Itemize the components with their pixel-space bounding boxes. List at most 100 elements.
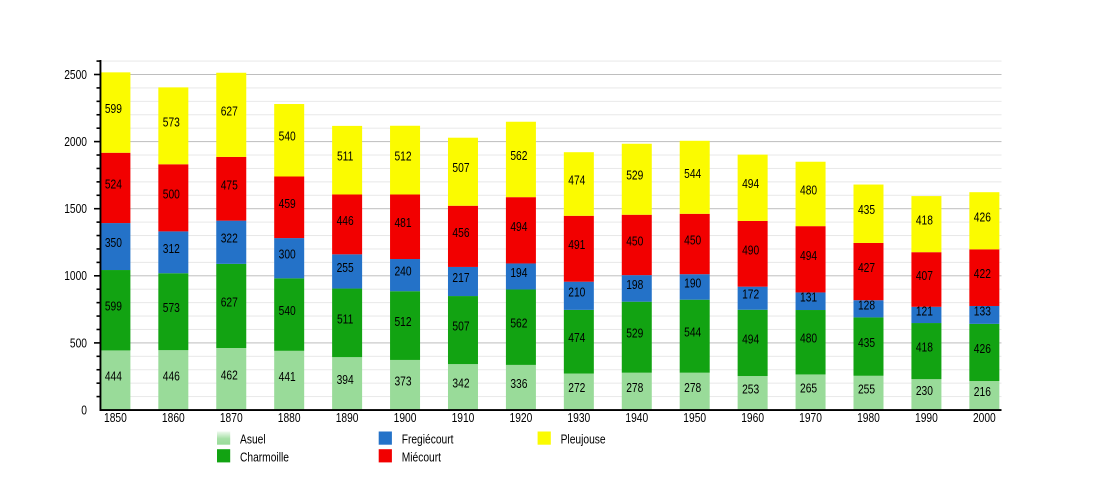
svg-text:407: 407 <box>916 270 933 283</box>
svg-text:494: 494 <box>742 334 760 347</box>
svg-text:1880: 1880 <box>278 412 301 425</box>
svg-text:494: 494 <box>742 178 760 191</box>
svg-text:426: 426 <box>974 211 991 224</box>
svg-text:512: 512 <box>394 151 411 164</box>
svg-text:217: 217 <box>452 272 469 285</box>
svg-text:210: 210 <box>568 286 585 299</box>
svg-text:474: 474 <box>568 332 586 345</box>
svg-text:446: 446 <box>163 371 180 384</box>
svg-text:2000: 2000 <box>64 136 87 149</box>
svg-text:373: 373 <box>394 376 411 389</box>
svg-text:1930: 1930 <box>567 412 590 425</box>
svg-text:1890: 1890 <box>336 412 359 425</box>
svg-text:540: 540 <box>279 305 296 318</box>
svg-text:494: 494 <box>510 221 528 234</box>
svg-text:Miécourt: Miécourt <box>402 452 442 465</box>
svg-text:418: 418 <box>916 342 933 355</box>
svg-text:599: 599 <box>105 103 122 116</box>
svg-text:481: 481 <box>394 217 411 230</box>
svg-text:474: 474 <box>568 175 586 188</box>
svg-text:573: 573 <box>163 302 180 315</box>
svg-text:462: 462 <box>221 370 238 383</box>
svg-text:133: 133 <box>974 306 991 319</box>
svg-text:627: 627 <box>221 297 238 310</box>
svg-text:480: 480 <box>800 333 817 346</box>
svg-text:422: 422 <box>974 268 991 281</box>
svg-text:435: 435 <box>858 337 875 350</box>
svg-text:1860: 1860 <box>162 412 185 425</box>
svg-text:524: 524 <box>105 179 123 192</box>
svg-text:172: 172 <box>742 289 759 302</box>
svg-text:562: 562 <box>510 318 527 331</box>
svg-text:198: 198 <box>626 279 643 292</box>
svg-text:2000: 2000 <box>973 412 996 425</box>
svg-text:459: 459 <box>279 198 296 211</box>
svg-text:511: 511 <box>337 313 353 326</box>
svg-text:Charmoille: Charmoille <box>240 452 289 465</box>
svg-text:278: 278 <box>684 382 701 395</box>
svg-text:121: 121 <box>916 306 933 319</box>
svg-text:544: 544 <box>684 168 702 181</box>
svg-text:512: 512 <box>394 316 411 329</box>
svg-text:480: 480 <box>800 185 817 198</box>
svg-text:418: 418 <box>916 215 933 228</box>
svg-text:190: 190 <box>684 278 701 291</box>
svg-text:240: 240 <box>394 266 411 279</box>
svg-text:1500: 1500 <box>64 203 87 216</box>
svg-text:1850: 1850 <box>104 412 127 425</box>
svg-text:Pleujouse: Pleujouse <box>561 434 606 447</box>
svg-text:342: 342 <box>452 378 469 391</box>
svg-text:1990: 1990 <box>915 412 938 425</box>
svg-text:441: 441 <box>279 371 296 384</box>
svg-text:230: 230 <box>916 385 933 398</box>
svg-text:1950: 1950 <box>683 412 706 425</box>
svg-text:446: 446 <box>337 215 354 228</box>
svg-text:336: 336 <box>510 378 527 391</box>
svg-text:562: 562 <box>510 150 527 163</box>
svg-text:1960: 1960 <box>741 412 764 425</box>
svg-text:2500: 2500 <box>64 69 87 82</box>
svg-text:350: 350 <box>105 237 122 250</box>
svg-text:450: 450 <box>684 235 701 248</box>
svg-text:456: 456 <box>452 227 469 240</box>
svg-text:426: 426 <box>974 343 991 356</box>
svg-text:1000: 1000 <box>64 270 87 283</box>
svg-text:128: 128 <box>858 299 875 312</box>
svg-text:507: 507 <box>452 162 469 175</box>
svg-text:529: 529 <box>626 328 643 341</box>
svg-text:194: 194 <box>510 267 528 280</box>
svg-text:511: 511 <box>337 151 353 164</box>
svg-text:1940: 1940 <box>625 412 648 425</box>
svg-text:450: 450 <box>626 236 643 249</box>
svg-text:0: 0 <box>81 405 87 418</box>
svg-text:491: 491 <box>568 239 585 252</box>
svg-text:494: 494 <box>800 250 818 263</box>
svg-text:444: 444 <box>105 371 123 384</box>
svg-text:500: 500 <box>163 188 180 201</box>
svg-text:1870: 1870 <box>220 412 243 425</box>
svg-text:312: 312 <box>163 243 180 256</box>
svg-text:500: 500 <box>70 337 87 350</box>
svg-text:627: 627 <box>221 105 238 118</box>
svg-text:475: 475 <box>221 179 238 192</box>
svg-text:253: 253 <box>742 384 759 397</box>
svg-text:435: 435 <box>858 204 875 217</box>
svg-text:322: 322 <box>221 233 238 246</box>
svg-text:255: 255 <box>858 384 875 397</box>
svg-text:1980: 1980 <box>857 412 880 425</box>
svg-text:507: 507 <box>452 321 469 334</box>
svg-text:Asuel: Asuel <box>240 434 266 447</box>
svg-text:1900: 1900 <box>394 412 417 425</box>
svg-text:1970: 1970 <box>799 412 822 425</box>
svg-text:265: 265 <box>800 383 817 396</box>
svg-text:529: 529 <box>626 170 643 183</box>
svg-text:272: 272 <box>568 382 585 395</box>
svg-text:573: 573 <box>163 116 180 129</box>
svg-text:540: 540 <box>279 131 296 144</box>
svg-text:255: 255 <box>337 262 354 275</box>
svg-text:490: 490 <box>742 244 759 257</box>
svg-text:1910: 1910 <box>452 412 475 425</box>
svg-text:599: 599 <box>105 301 122 314</box>
svg-text:394: 394 <box>337 374 355 387</box>
svg-text:1920: 1920 <box>510 412 533 425</box>
